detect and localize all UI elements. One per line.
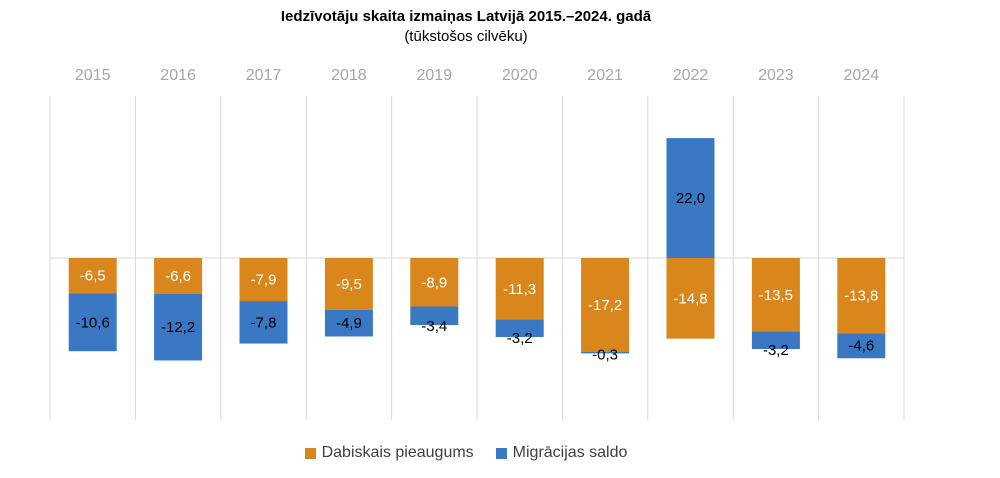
bar-natural-growth [324,258,373,310]
x-tick-label: 2020 [502,67,538,84]
bar-migration-balance [751,331,800,350]
x-tick-label: 2017 [246,67,282,84]
x-tick-label: 2018 [331,67,367,84]
bar-migration-balance [239,301,288,344]
data-label-natural-growth: -14,8 [673,290,707,307]
bar-natural-growth [837,258,886,334]
bar-migration-balance [68,293,117,352]
bar-natural-growth [239,258,288,302]
data-label-migration-balance: -0,3 [592,346,618,363]
data-label-migration-balance: -3,4 [421,318,447,335]
x-tick-label: 2019 [417,67,453,84]
legend-label-migration-balance: Migrācijas saldo [512,444,628,461]
data-label-migration-balance: -10,6 [76,314,110,331]
bar-migration-balance [837,333,886,359]
chart-subtitle: (tūkstošos cilvēku) [404,28,528,45]
data-label-migration-balance: 22,0 [676,190,705,207]
legend-item-natural-growth: Dabiskais pieaugums [304,444,474,462]
bar-migration-balance [324,309,373,337]
data-label-migration-balance: -3,2 [507,330,533,347]
bar-natural-growth [751,258,800,332]
x-tick-label: 2024 [844,67,880,84]
data-label-migration-balance: -4,6 [848,338,874,355]
data-label-natural-growth: -7,9 [251,272,277,289]
bar-natural-growth [666,258,715,339]
data-label-migration-balance: -12,2 [161,319,195,336]
data-label-migration-balance: -7,8 [251,314,277,331]
data-label-natural-growth: -13,8 [844,288,878,305]
data-label-natural-growth: -13,5 [759,287,793,304]
x-tick-label: 2022 [673,67,709,84]
legend-label-natural-growth: Dabiskais pieaugums [321,444,474,461]
data-label-natural-growth: -11,3 [503,281,536,298]
bar-natural-growth [154,258,203,294]
chart-title: Iedzīvotāju skaita izmaiņas Latvijā 2015… [280,8,652,25]
bar-migration-balance [410,306,459,326]
x-tick-label: 2015 [75,67,111,84]
bar-migration-balance [581,351,630,354]
bar-migration-balance [154,293,203,361]
data-label-migration-balance: -3,2 [763,342,789,359]
legend-swatch-migration-balance [495,447,507,459]
data-label-migration-balance: -4,9 [336,315,362,332]
legend-item-migration-balance: Migrācijas saldo [495,444,628,462]
bar-natural-growth [68,258,117,294]
data-label-natural-growth: -8,9 [421,274,447,291]
data-label-natural-growth: -17,2 [588,297,622,314]
bar-migration-balance [495,319,544,338]
legend-swatch-natural-growth [304,447,316,459]
bar-natural-growth [410,258,459,307]
data-label-natural-growth: -6,5 [80,268,106,285]
data-label-natural-growth: -6,6 [165,268,191,285]
x-tick-label: 2023 [758,67,794,84]
bar-migration-balance [666,138,715,258]
bar-natural-growth [581,258,630,352]
legend: Dabiskais pieaugums Migrācijas saldo [0,444,932,462]
x-tick-label: 2021 [587,67,623,84]
bar-natural-growth [495,258,544,320]
x-tick-label: 2016 [160,67,196,84]
data-label-natural-growth: -9,5 [336,276,362,293]
